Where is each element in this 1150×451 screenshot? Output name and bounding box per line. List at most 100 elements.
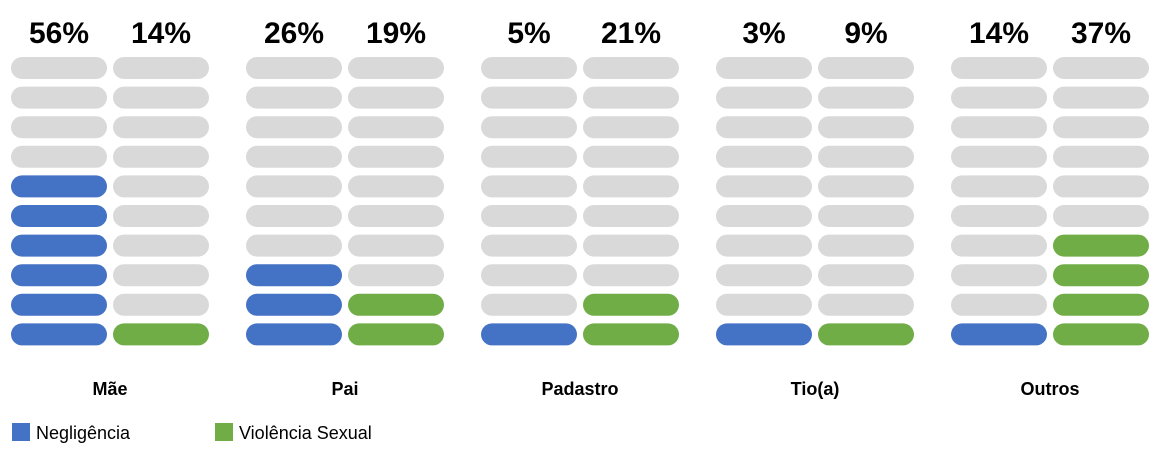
- empty-unit: [583, 175, 679, 198]
- empty-unit: [481, 264, 577, 287]
- pictogram-unit: [348, 293, 444, 316]
- empty-unit: [348, 116, 444, 139]
- value-label: 9%: [844, 17, 887, 50]
- pictogram-unit: [1053, 264, 1149, 287]
- value-label: 37%: [1071, 17, 1131, 50]
- pictogram-unit: [246, 293, 342, 316]
- empty-unit: [583, 86, 679, 109]
- empty-unit: [113, 264, 209, 287]
- empty-unit: [348, 264, 444, 287]
- empty-unit: [716, 205, 812, 227]
- empty-unit: [246, 234, 342, 257]
- empty-unit: [951, 145, 1047, 168]
- empty-unit: [951, 57, 1047, 79]
- category-label: Pai: [331, 379, 358, 399]
- pictogram-unit: [951, 323, 1047, 346]
- empty-unit: [11, 116, 107, 139]
- empty-unit: [583, 145, 679, 168]
- empty-unit: [113, 86, 209, 109]
- empty-unit: [716, 293, 812, 316]
- legend-swatch: [215, 423, 233, 441]
- empty-unit: [1053, 205, 1149, 227]
- empty-unit: [951, 234, 1047, 257]
- empty-unit: [818, 116, 914, 139]
- empty-unit: [1053, 175, 1149, 198]
- empty-unit: [716, 264, 812, 287]
- empty-unit: [951, 86, 1047, 109]
- empty-unit: [246, 175, 342, 198]
- empty-unit: [481, 175, 577, 198]
- category-label: Tio(a): [791, 379, 840, 399]
- empty-unit: [113, 234, 209, 257]
- empty-unit: [818, 145, 914, 168]
- pictogram-unit: [583, 293, 679, 316]
- empty-unit: [716, 234, 812, 257]
- value-label: 26%: [264, 17, 324, 50]
- pictogram-unit: [818, 323, 914, 346]
- pictogram-unit: [11, 205, 107, 227]
- value-label: 14%: [131, 17, 191, 50]
- empty-unit: [348, 86, 444, 109]
- empty-unit: [818, 205, 914, 227]
- empty-unit: [348, 57, 444, 79]
- empty-unit: [818, 293, 914, 316]
- empty-unit: [818, 57, 914, 79]
- value-label: 5%: [507, 17, 550, 50]
- value-label: 19%: [366, 17, 426, 50]
- pictogram-unit: [11, 264, 107, 287]
- empty-unit: [481, 205, 577, 227]
- empty-unit: [481, 293, 577, 316]
- pictogram-unit: [1053, 234, 1149, 257]
- pictogram-unit: [348, 323, 444, 346]
- empty-unit: [481, 145, 577, 168]
- empty-unit: [1053, 57, 1149, 79]
- empty-unit: [113, 57, 209, 79]
- empty-unit: [716, 86, 812, 109]
- empty-unit: [716, 175, 812, 198]
- empty-unit: [113, 175, 209, 198]
- empty-unit: [818, 264, 914, 287]
- pictogram-unit: [716, 323, 812, 346]
- pictogram-unit: [1053, 293, 1149, 316]
- pictogram-unit: [246, 323, 342, 346]
- value-label: 56%: [29, 17, 89, 50]
- legend-swatch: [12, 423, 30, 441]
- legend-label: Violência Sexual: [239, 423, 372, 443]
- empty-unit: [716, 116, 812, 139]
- empty-unit: [583, 116, 679, 139]
- empty-unit: [583, 264, 679, 287]
- empty-unit: [1053, 145, 1149, 168]
- empty-unit: [348, 234, 444, 257]
- empty-unit: [951, 175, 1047, 198]
- empty-unit: [1053, 116, 1149, 139]
- empty-unit: [481, 234, 577, 257]
- empty-unit: [951, 116, 1047, 139]
- pictogram-unit: [11, 293, 107, 316]
- pictogram-unit: [113, 323, 209, 346]
- empty-unit: [348, 205, 444, 227]
- empty-unit: [716, 57, 812, 79]
- category-label: Outros: [1020, 379, 1079, 399]
- empty-unit: [716, 145, 812, 168]
- empty-unit: [481, 86, 577, 109]
- empty-unit: [583, 205, 679, 227]
- value-label: 14%: [969, 17, 1029, 50]
- pictogram-unit: [481, 323, 577, 346]
- empty-unit: [583, 57, 679, 79]
- pictogram-unit: [1053, 323, 1149, 346]
- empty-unit: [113, 116, 209, 139]
- empty-unit: [818, 234, 914, 257]
- empty-unit: [818, 175, 914, 198]
- empty-unit: [246, 57, 342, 79]
- pictogram-unit: [11, 323, 107, 346]
- empty-unit: [481, 57, 577, 79]
- empty-unit: [246, 116, 342, 139]
- empty-unit: [951, 205, 1047, 227]
- category-label: Padastro: [541, 379, 618, 399]
- value-label: 3%: [742, 17, 785, 50]
- empty-unit: [348, 145, 444, 168]
- value-label: 21%: [601, 17, 661, 50]
- empty-unit: [246, 205, 342, 227]
- pictogram-unit: [246, 264, 342, 287]
